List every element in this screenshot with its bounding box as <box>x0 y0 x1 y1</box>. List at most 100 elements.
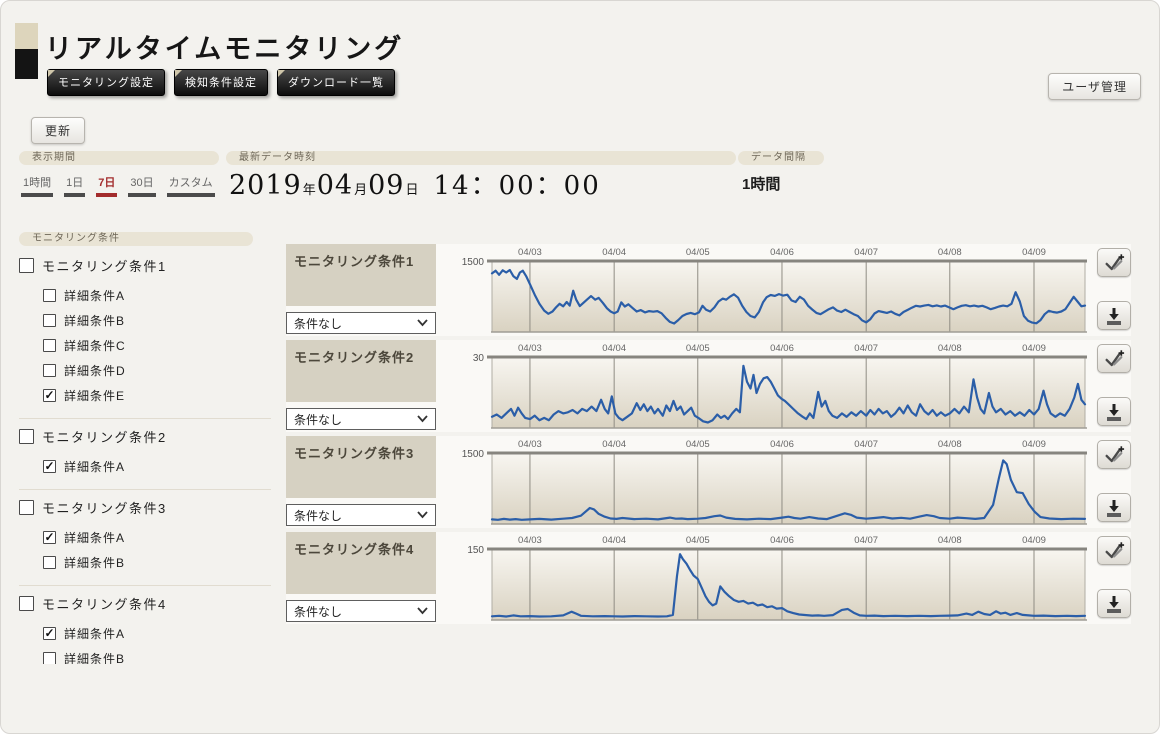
edit-condition-button[interactable] <box>1097 440 1131 469</box>
x-axis-label: 04/05 <box>686 343 710 354</box>
condition-group-row[interactable]: モニタリング条件1 <box>19 256 273 275</box>
detail-condition-label: 詳細条件A <box>64 289 126 303</box>
checkbox[interactable] <box>43 314 56 327</box>
condition-group-row[interactable]: モニタリング条件4 <box>19 594 273 613</box>
checkbox[interactable] <box>43 289 56 302</box>
chart-plot-container: 04/03 04/04 04/05 04/06 04/07 04/08 04/09 1500 <box>444 436 1089 528</box>
download-button[interactable] <box>1097 397 1131 426</box>
checkbox[interactable]: ✓ <box>43 388 56 402</box>
x-axis-label: 04/03 <box>518 247 542 258</box>
checkbox[interactable] <box>43 556 56 569</box>
chart-plot-container: 04/03 04/04 04/05 04/06 04/07 04/08 04/09 1500 <box>444 244 1089 336</box>
detail-condition-row[interactable]: 詳細条件B <box>43 650 273 664</box>
detail-condition-row[interactable]: ✓ 詳細条件A <box>43 458 273 475</box>
checkbox[interactable] <box>19 500 34 515</box>
detail-condition-label: 詳細条件B <box>64 556 126 570</box>
chart-panel-head: モニタリング条件3 条件なし <box>286 436 436 528</box>
chart-plot-container: 04/03 04/04 04/05 04/06 04/07 04/08 04/09 30 <box>444 340 1089 432</box>
condition-select[interactable]: 条件なし <box>286 312 436 334</box>
datetime-month-unit: 月 <box>354 183 368 198</box>
corner-fold-icon <box>278 70 285 77</box>
checkbox[interactable] <box>19 596 34 611</box>
download-button[interactable] <box>1097 493 1131 522</box>
sidebar: モニタリング条件 モニタリング条件1 詳細条件A 詳細条件B 詳細条件C 詳細条… <box>19 232 273 664</box>
edit-condition-button[interactable] <box>1097 248 1131 277</box>
x-axis-label: 04/04 <box>602 247 626 258</box>
condition-select[interactable]: 条件なし <box>286 504 436 526</box>
data-interval-label: データ間隔 <box>738 151 824 165</box>
chart-actions <box>1097 436 1131 528</box>
divider <box>19 418 271 419</box>
x-axis-label: 04/07 <box>854 439 878 450</box>
nav-button[interactable]: モニタリング設定 <box>47 69 165 96</box>
nav-button[interactable]: 検知条件設定 <box>174 69 268 96</box>
refresh-button[interactable]: 更新 <box>31 117 86 144</box>
edit-check-plus-icon <box>1105 541 1125 558</box>
latest-data-time-label: 最新データ時刻 <box>226 151 736 165</box>
edit-condition-button[interactable] <box>1097 344 1131 373</box>
chart: 04/03 04/04 04/05 04/06 04/07 04/08 04/09 1500 <box>462 247 1087 333</box>
download-icon <box>1107 499 1121 517</box>
user-management-button[interactable]: ユーザ管理 <box>1048 73 1141 100</box>
chevron-down-icon <box>417 319 428 327</box>
download-button[interactable] <box>1097 301 1131 330</box>
detail-condition-row[interactable]: ✓ 詳細条件A <box>43 529 273 546</box>
download-button[interactable] <box>1097 589 1131 618</box>
detail-condition-row[interactable]: 詳細条件D <box>43 362 273 379</box>
edit-condition-button[interactable] <box>1097 536 1131 565</box>
condition-select[interactable]: 条件なし <box>286 600 436 622</box>
condition-group-label: モニタリング条件4 <box>42 597 167 612</box>
checkbox[interactable]: ✓ <box>43 626 56 640</box>
chart-panel-title: モニタリング条件3 <box>286 436 436 498</box>
corner-fold-icon <box>175 70 182 77</box>
period-tab[interactable]: 7日 <box>96 174 118 197</box>
detail-condition-label: 詳細条件A <box>64 460 126 474</box>
condition-children: ✓ 詳細条件A 詳細条件B <box>19 529 273 571</box>
period-tab[interactable]: 1時間 <box>21 174 54 197</box>
download-icon <box>1107 595 1121 613</box>
detail-condition-label: 詳細条件B <box>64 314 126 328</box>
series-line <box>490 553 1087 618</box>
y-axis-label: 1500 <box>462 449 485 460</box>
condition-children: 詳細条件A 詳細条件B 詳細条件C 詳細条件D ✓ 詳細条件E <box>19 287 273 404</box>
detail-condition-row[interactable]: 詳細条件A <box>43 287 273 304</box>
condition-group-label: モニタリング条件1 <box>42 259 167 274</box>
period-tab[interactable]: 30日 <box>128 174 156 197</box>
nav-button[interactable]: ダウンロード一覧 <box>277 69 395 96</box>
detail-condition-row[interactable]: 詳細条件B <box>43 554 273 571</box>
x-axis-label: 04/03 <box>518 439 542 450</box>
checkbox[interactable] <box>43 364 56 377</box>
x-axis-label: 04/06 <box>770 247 794 258</box>
datetime-day: 09 <box>368 170 405 201</box>
x-axis-label: 04/08 <box>938 535 962 546</box>
detail-condition-row[interactable]: ✓ 詳細条件A <box>43 625 273 642</box>
detail-condition-row[interactable]: ✓ 詳細条件E <box>43 387 273 404</box>
condition-group-row[interactable]: モニタリング条件3 <box>19 498 273 517</box>
checkbox[interactable] <box>19 429 34 444</box>
chart-row: モニタリング条件2 条件なし 04/03 04/04 04/05 04/06 04/07… <box>286 340 1131 432</box>
detail-condition-row[interactable]: 詳細条件C <box>43 337 273 354</box>
x-axis-label: 04/04 <box>602 343 626 354</box>
checkbox[interactable] <box>43 652 56 664</box>
nav-button-label: モニタリング設定 <box>58 77 154 89</box>
download-icon <box>1107 307 1121 325</box>
period-tab[interactable]: カスタム <box>166 174 215 197</box>
chart-row: モニタリング条件1 条件なし 04/03 04/04 04/05 04/06 04/07… <box>286 244 1131 336</box>
checkbox[interactable] <box>19 258 34 273</box>
condition-select[interactable]: 条件なし <box>286 408 436 430</box>
x-axis-label: 04/09 <box>1022 343 1046 354</box>
x-axis-label: 04/09 <box>1022 439 1046 450</box>
series-line <box>490 268 1087 325</box>
x-axis-label: 04/08 <box>938 247 962 258</box>
latest-datetime: 2019年04月09日 14：00：00 <box>229 165 601 202</box>
checkbox[interactable] <box>43 339 56 352</box>
checkbox[interactable]: ✓ <box>43 459 56 473</box>
condition-group-row[interactable]: モニタリング条件2 <box>19 427 273 446</box>
detail-condition-row[interactable]: 詳細条件B <box>43 312 273 329</box>
datetime-year: 2019 <box>229 170 302 201</box>
chart-actions <box>1097 340 1131 432</box>
period-tab[interactable]: 1日 <box>64 174 86 197</box>
checkbox[interactable]: ✓ <box>43 530 56 544</box>
corner-fold-icon <box>48 70 55 77</box>
x-axis-label: 04/06 <box>770 535 794 546</box>
